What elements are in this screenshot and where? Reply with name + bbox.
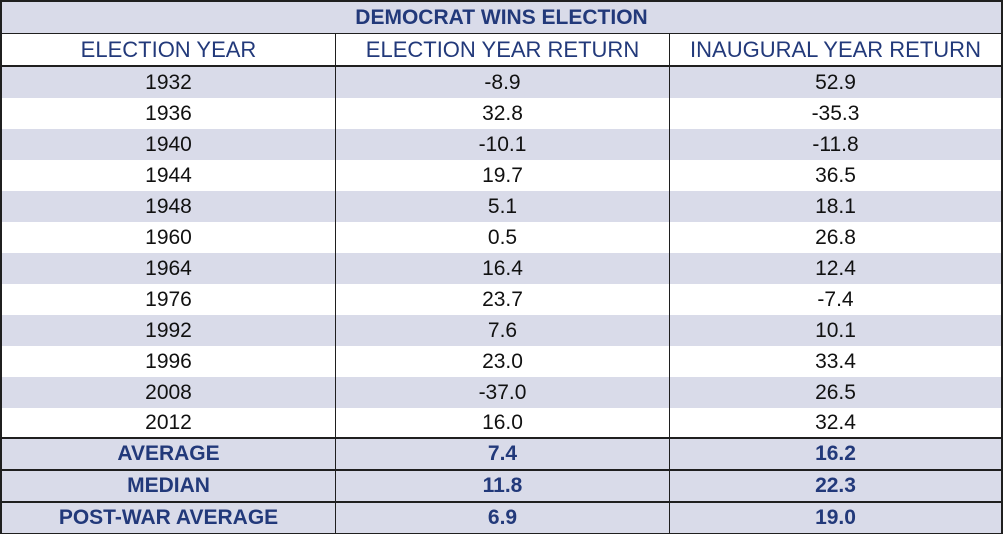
election-year-return-cell: 16.0 — [336, 408, 670, 437]
election-year-return-cell: 19.7 — [336, 160, 670, 191]
election-year-return-cell: 7.6 — [336, 315, 670, 346]
summary-inaugural-return-cell: 16.2 — [815, 442, 856, 465]
inaugural-year-return-cell: 33.4 — [815, 349, 856, 373]
table-row: 1992 7.6 10.1 — [2, 315, 1001, 346]
election-year-return-cell: -37.0 — [336, 377, 670, 408]
summary-row: MEDIAN 11.8 22.3 — [2, 471, 1001, 503]
inaugural-year-return-cell: 12.4 — [815, 256, 856, 280]
summary-label-cell: MEDIAN — [2, 471, 336, 501]
table-row: 1932 -8.9 52.9 — [2, 67, 1001, 98]
election-year-return-cell: 0.5 — [336, 222, 670, 253]
summary-election-return-cell: 7.4 — [336, 439, 670, 469]
header-row: ELECTION YEAR ELECTION YEAR RETURN INAUG… — [2, 34, 1001, 67]
inaugural-year-return-cell: -7.4 — [817, 287, 854, 311]
election-year-cell: 1932 — [2, 67, 336, 98]
summary-label-cell: POST-WAR AVERAGE — [2, 503, 336, 533]
election-year-cell: 1940 — [2, 129, 336, 160]
table-row: 1976 23.7 -7.4 — [2, 284, 1001, 315]
inaugural-year-return-cell: 32.4 — [815, 410, 856, 434]
summary-inaugural-return-cell: 19.0 — [815, 506, 856, 529]
header-election-year: ELECTION YEAR — [2, 34, 336, 65]
data-rows: 1932 -8.9 52.9 1936 32.8 -35.3 1940 -10.1 -11.8 1… — [2, 67, 1001, 439]
summary-rows: AVERAGE 7.4 16.2 MEDIAN 11.8 22.3 POST-WAR AVE… — [2, 439, 1001, 533]
summary-election-return-cell: 6.9 — [336, 503, 670, 533]
election-year-return-cell: 16.4 — [336, 253, 670, 284]
table-row: 2012 16.0 32.4 — [2, 408, 1001, 439]
election-year-return-cell: -8.9 — [336, 67, 670, 98]
table-row: 1948 5.1 18.1 — [2, 191, 1001, 222]
election-year-cell: 1964 — [2, 253, 336, 284]
inaugural-year-return-cell: 18.1 — [815, 194, 856, 218]
table-row: 1996 23.0 33.4 — [2, 346, 1001, 377]
inaugural-year-return-cell: 36.5 — [815, 163, 856, 187]
table-row: 1960 0.5 26.8 — [2, 222, 1001, 253]
election-year-cell: 1936 — [2, 98, 336, 129]
election-year-return-cell: 23.7 — [336, 284, 670, 315]
summary-row: POST-WAR AVERAGE 6.9 19.0 — [2, 503, 1001, 533]
summary-row: AVERAGE 7.4 16.2 — [2, 439, 1001, 471]
table-title: DEMOCRAT WINS ELECTION — [2, 2, 1001, 34]
election-year-return-cell: -10.1 — [336, 129, 670, 160]
summary-label-cell: AVERAGE — [2, 439, 336, 469]
election-year-cell: 1992 — [2, 315, 336, 346]
table-row: 1940 -10.1 -11.8 — [2, 129, 1001, 160]
inaugural-year-return-cell: 52.9 — [815, 70, 856, 94]
election-year-cell: 2008 — [2, 377, 336, 408]
election-year-cell: 1976 — [2, 284, 336, 315]
summary-inaugural-return-cell: 22.3 — [815, 474, 856, 497]
header-inaugural-year-return: INAUGURAL YEAR RETURN — [690, 36, 981, 62]
inaugural-year-return-cell: 26.8 — [815, 225, 856, 249]
inaugural-year-return-cell: -35.3 — [811, 101, 860, 125]
table-row: 1944 19.7 36.5 — [2, 160, 1001, 191]
header-election-year-return: ELECTION YEAR RETURN — [336, 34, 670, 65]
election-year-cell: 1944 — [2, 160, 336, 191]
table-row: 1936 32.8 -35.3 — [2, 98, 1001, 129]
election-year-cell: 2012 — [2, 408, 336, 437]
election-year-cell: 1960 — [2, 222, 336, 253]
election-year-return-cell: 23.0 — [336, 346, 670, 377]
summary-election-return-cell: 11.8 — [336, 471, 670, 501]
election-year-cell: 1948 — [2, 191, 336, 222]
inaugural-year-return-cell: 10.1 — [815, 318, 856, 342]
table-row: 1964 16.4 12.4 — [2, 253, 1001, 284]
inaugural-year-return-cell: 26.5 — [815, 380, 856, 404]
table-row: 2008 -37.0 26.5 — [2, 377, 1001, 408]
election-year-return-cell: 32.8 — [336, 98, 670, 129]
election-year-return-cell: 5.1 — [336, 191, 670, 222]
election-year-cell: 1996 — [2, 346, 336, 377]
inaugural-year-return-cell: -11.8 — [812, 132, 859, 156]
